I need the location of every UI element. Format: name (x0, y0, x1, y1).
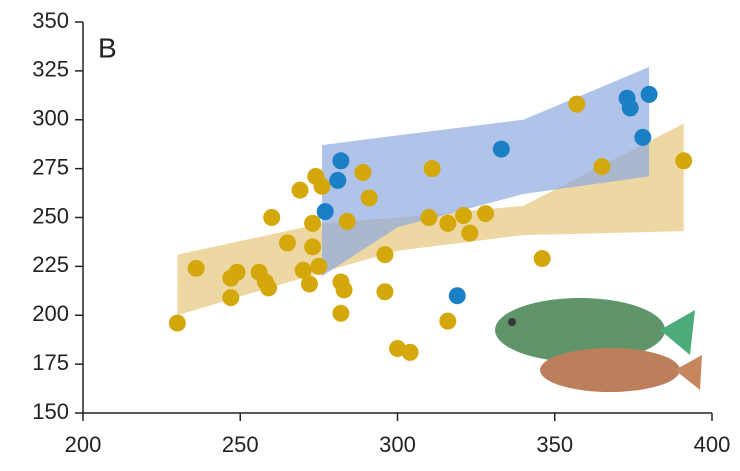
x-tick-label: 250 (222, 432, 259, 457)
point (301, 275, 318, 292)
point (317, 203, 334, 220)
point (304, 238, 321, 255)
x-tick-label: 300 (379, 432, 416, 457)
point (329, 172, 346, 189)
y-tick-label: 200 (32, 301, 69, 326)
point (593, 158, 610, 175)
y-tick-label: 350 (32, 8, 69, 33)
point (361, 189, 378, 206)
point (455, 207, 472, 224)
point (376, 246, 393, 263)
y-tick-label: 300 (32, 106, 69, 131)
point (263, 209, 280, 226)
point (336, 281, 353, 298)
y-tick-label: 225 (32, 252, 69, 277)
point (675, 152, 692, 169)
point (493, 141, 510, 158)
y-tick-label: 325 (32, 57, 69, 82)
point (568, 96, 585, 113)
point (477, 205, 494, 222)
point (332, 305, 349, 322)
point (339, 213, 356, 230)
point (354, 164, 371, 181)
point (222, 289, 239, 306)
point (376, 283, 393, 300)
y-tick-label: 275 (32, 154, 69, 179)
chart: 150 175 200 225 250 275 300 325 350 200 250 300 350 4… (0, 0, 740, 471)
point (304, 215, 321, 232)
x-tick-label: 350 (536, 432, 573, 457)
x-tick-label: 400 (694, 432, 731, 457)
point (420, 209, 437, 226)
x-tick-label: 200 (65, 432, 102, 457)
point (622, 100, 639, 117)
point (229, 264, 246, 281)
point (188, 260, 205, 277)
point (402, 344, 419, 361)
point (461, 225, 478, 242)
point (534, 250, 551, 267)
point (641, 86, 658, 103)
point (169, 315, 186, 332)
point (332, 152, 349, 169)
y-tick-label: 175 (32, 350, 69, 375)
panel-label: B (98, 32, 117, 63)
point (439, 313, 456, 330)
point (279, 234, 296, 251)
point (314, 178, 331, 195)
y-tick-label: 250 (32, 203, 69, 228)
point (439, 215, 456, 232)
y-tick-label: 150 (32, 399, 69, 424)
point (260, 279, 277, 296)
point (310, 258, 327, 275)
point (634, 129, 651, 146)
point (292, 182, 309, 199)
point (449, 287, 466, 304)
point (424, 160, 441, 177)
fish-illustration (495, 298, 702, 392)
